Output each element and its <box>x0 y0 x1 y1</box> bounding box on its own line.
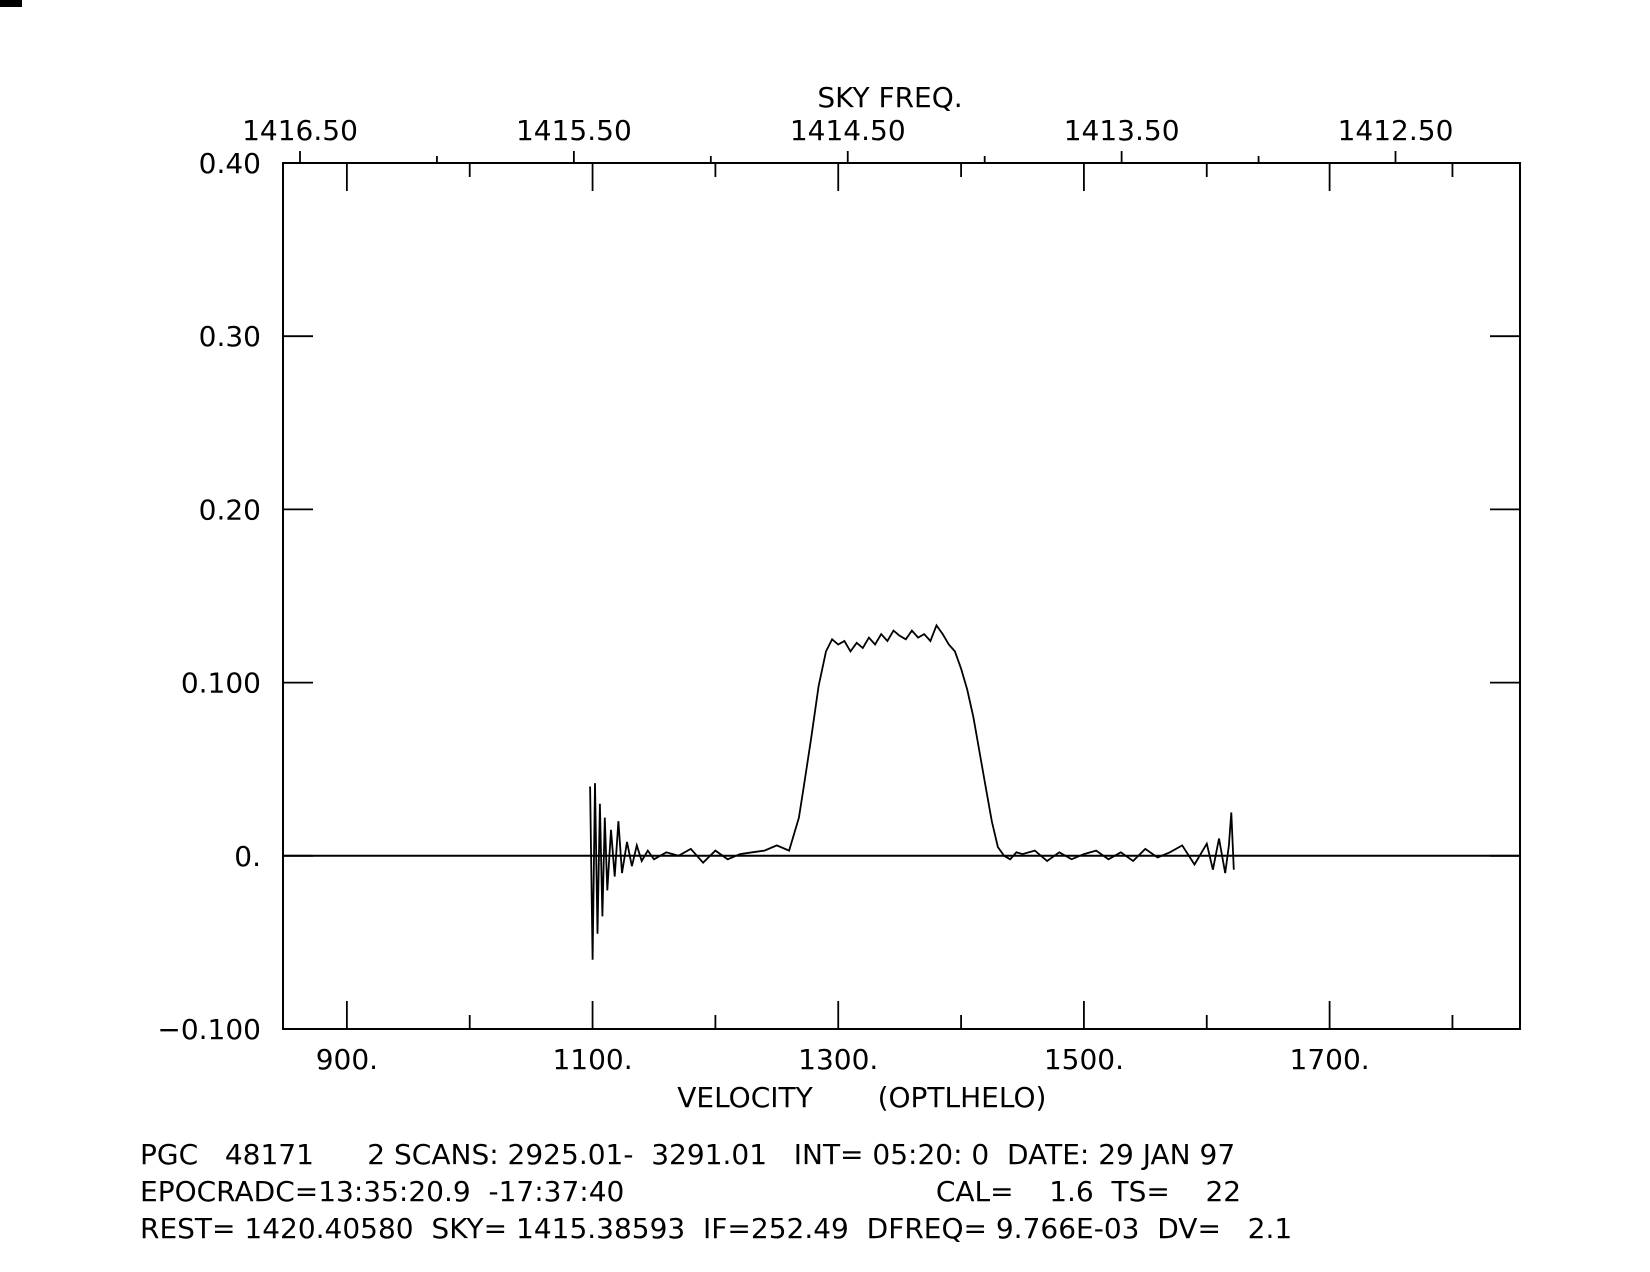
plot-frame <box>282 162 1521 1030</box>
scan-info-line-2: EPOCRADC=13:35:20.9 -17:37:40 CAL= 1.6 T… <box>140 1175 1242 1208</box>
y-tick-label: 0.20 <box>199 493 261 526</box>
y-tick-label: −0.100 <box>157 1013 261 1046</box>
x-tick-label: 1300. <box>798 1043 878 1076</box>
x-tick-label: 1100. <box>552 1043 632 1076</box>
x-axis-title: VELOCITY <box>677 1081 813 1114</box>
y-tick-label: 0.100 <box>181 667 261 700</box>
y-tick-label: 0.40 <box>199 147 261 180</box>
x-tick-label: 900. <box>316 1043 378 1076</box>
y-tick-label: 0. <box>234 840 261 873</box>
y-tick-label: 0.30 <box>199 320 261 353</box>
tick-marks <box>283 151 1520 1030</box>
freq-tick-label: 1412.50 <box>1338 114 1454 147</box>
scan-info-line-1: PGC 48171 2 SCANS: 2925.01- 3291.01 INT=… <box>140 1138 1236 1171</box>
x-tick-label: 1700. <box>1290 1043 1370 1076</box>
top-axis-title: SKY FREQ. <box>817 81 962 114</box>
freq-tick-label: 1413.50 <box>1064 114 1180 147</box>
spectrum-series-line <box>589 623 1235 960</box>
freq-tick-label: 1415.50 <box>516 114 632 147</box>
x-tick-label: 1500. <box>1044 1043 1124 1076</box>
freq-tick-label: 1414.50 <box>790 114 906 147</box>
corner-mark <box>0 0 22 7</box>
tick-labels: 900. 1100. 1300. 1500. 1700. 1416.50 1415.50 14… <box>157 114 1453 1076</box>
scan-info-line-3: REST= 1420.40580 SKY= 1415.38593 IF=252.… <box>140 1212 1293 1245</box>
freq-tick-label: 1416.50 <box>242 114 358 147</box>
x-axis-frame-label: (OPTLHELO) <box>878 1081 1047 1114</box>
